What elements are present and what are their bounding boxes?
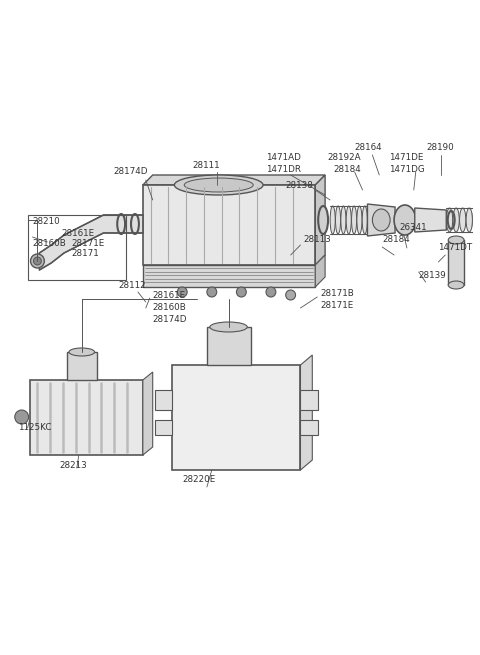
Polygon shape xyxy=(143,185,315,265)
Polygon shape xyxy=(155,420,172,435)
Ellipse shape xyxy=(341,206,346,234)
Ellipse shape xyxy=(362,206,367,234)
Text: 28171: 28171 xyxy=(71,248,99,257)
Ellipse shape xyxy=(174,175,263,195)
Ellipse shape xyxy=(318,206,328,234)
Ellipse shape xyxy=(394,205,416,235)
Ellipse shape xyxy=(330,206,335,234)
Circle shape xyxy=(286,290,296,300)
Bar xyxy=(448,240,464,285)
Text: 1471DT: 1471DT xyxy=(438,244,473,252)
Polygon shape xyxy=(300,390,318,410)
Text: 28190: 28190 xyxy=(427,143,455,153)
Text: 28174D: 28174D xyxy=(113,168,148,176)
Circle shape xyxy=(177,287,187,297)
Polygon shape xyxy=(315,175,325,265)
Circle shape xyxy=(31,254,44,268)
Text: 28210: 28210 xyxy=(33,217,60,227)
Polygon shape xyxy=(315,255,325,287)
Text: 28171B: 28171B xyxy=(320,288,354,297)
Bar xyxy=(67,352,96,380)
Text: 28161E: 28161E xyxy=(61,229,94,238)
Polygon shape xyxy=(415,208,446,232)
Text: 1471DR: 1471DR xyxy=(266,166,301,174)
Ellipse shape xyxy=(210,322,247,332)
Circle shape xyxy=(266,287,276,297)
Text: 28139: 28139 xyxy=(419,271,446,280)
Ellipse shape xyxy=(346,206,351,234)
Polygon shape xyxy=(143,372,153,455)
Text: 28160B: 28160B xyxy=(153,303,186,312)
Text: 28160B: 28160B xyxy=(33,238,66,248)
Ellipse shape xyxy=(357,206,362,234)
Text: 28113: 28113 xyxy=(303,236,331,244)
Ellipse shape xyxy=(448,236,464,244)
Ellipse shape xyxy=(459,208,466,232)
Polygon shape xyxy=(39,215,143,270)
Text: 28184: 28184 xyxy=(333,166,361,174)
Circle shape xyxy=(237,287,246,297)
Text: 28171E: 28171E xyxy=(71,238,104,248)
Text: 28164: 28164 xyxy=(355,143,382,153)
Ellipse shape xyxy=(446,208,453,232)
Polygon shape xyxy=(300,420,318,435)
Text: 28138: 28138 xyxy=(286,181,313,189)
Ellipse shape xyxy=(466,208,472,232)
Ellipse shape xyxy=(336,206,341,234)
Ellipse shape xyxy=(448,281,464,289)
Text: 28161E: 28161E xyxy=(153,291,186,299)
Text: 28184: 28184 xyxy=(382,236,410,244)
Ellipse shape xyxy=(473,208,479,232)
Text: 28213: 28213 xyxy=(59,460,87,470)
Text: 1471AD: 1471AD xyxy=(266,153,301,162)
Bar xyxy=(27,215,126,280)
Text: 1471DE: 1471DE xyxy=(389,153,423,162)
Text: 1125KC: 1125KC xyxy=(18,424,51,432)
Ellipse shape xyxy=(184,178,253,192)
Ellipse shape xyxy=(372,209,390,231)
Polygon shape xyxy=(143,175,325,185)
Text: 28111: 28111 xyxy=(192,160,220,170)
Bar xyxy=(207,327,251,365)
Bar xyxy=(172,365,300,470)
Polygon shape xyxy=(300,355,312,470)
Bar xyxy=(30,380,143,455)
Text: 28171E: 28171E xyxy=(320,301,353,310)
Text: 28112: 28112 xyxy=(118,280,146,290)
Circle shape xyxy=(207,287,217,297)
Text: 1471DG: 1471DG xyxy=(389,166,425,174)
Polygon shape xyxy=(368,204,395,236)
Ellipse shape xyxy=(351,206,357,234)
Text: 28220E: 28220E xyxy=(182,476,216,485)
Polygon shape xyxy=(155,390,172,410)
Polygon shape xyxy=(143,265,315,287)
Text: 26341: 26341 xyxy=(399,223,427,233)
Ellipse shape xyxy=(453,208,459,232)
Ellipse shape xyxy=(69,348,95,356)
Circle shape xyxy=(15,410,29,424)
Text: 28174D: 28174D xyxy=(153,314,187,324)
Circle shape xyxy=(34,257,41,265)
Text: 28192A: 28192A xyxy=(327,153,360,162)
Ellipse shape xyxy=(479,208,480,232)
